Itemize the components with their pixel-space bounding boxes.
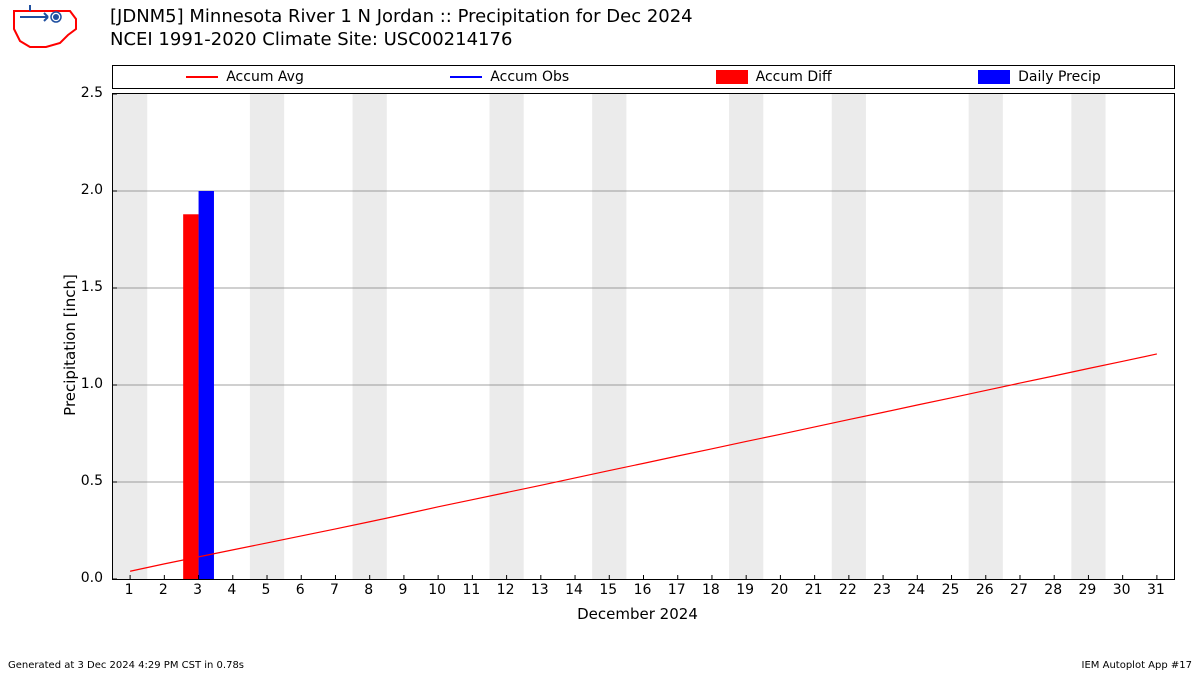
x-tick-label: 22	[839, 582, 857, 598]
x-tick-label: 11	[462, 582, 480, 598]
x-tick-label: 25	[942, 582, 960, 598]
legend-label: Accum Diff	[756, 69, 832, 85]
x-tick-label: 24	[907, 582, 925, 598]
x-tick-label: 2	[159, 582, 168, 598]
x-tick-label: 7	[330, 582, 339, 598]
footer-generated-text: Generated at 3 Dec 2024 4:29 PM CST in 0…	[8, 660, 244, 671]
x-tick-label: 26	[976, 582, 994, 598]
x-tick-label: 14	[565, 582, 583, 598]
y-tick-label: 2.0	[73, 182, 103, 198]
x-tick-label: 31	[1147, 582, 1165, 598]
legend-swatch	[186, 76, 218, 78]
y-axis-label: Precipitation [inch]	[61, 274, 79, 416]
x-axis-label: December 2024	[577, 605, 698, 623]
x-tick-label: 4	[227, 582, 236, 598]
x-tick-label: 20	[770, 582, 788, 598]
x-tick-label: 1	[125, 582, 134, 598]
x-tick-label: 15	[599, 582, 617, 598]
legend-item: Daily Precip	[978, 69, 1101, 85]
y-tick-label: 2.5	[73, 85, 103, 101]
x-tick-label: 30	[1113, 582, 1131, 598]
legend-swatch	[450, 76, 482, 78]
legend-label: Accum Avg	[226, 69, 304, 85]
legend-swatch	[978, 70, 1010, 84]
plot-area	[112, 93, 1175, 580]
footer-app-text: IEM Autoplot App #17	[1082, 660, 1192, 671]
y-tick-label: 0.5	[73, 473, 103, 489]
legend-swatch	[716, 70, 748, 84]
legend-label: Accum Obs	[490, 69, 569, 85]
chart-title-block: [JDNM5] Minnesota River 1 N Jordan :: Pr…	[110, 6, 693, 51]
legend-item: Accum Obs	[450, 69, 569, 85]
x-tick-label: 9	[398, 582, 407, 598]
x-tick-label: 8	[364, 582, 373, 598]
x-tick-label: 28	[1044, 582, 1062, 598]
chart-title-line2: NCEI 1991-2020 Climate Site: USC00214176	[110, 29, 693, 52]
x-tick-label: 12	[497, 582, 515, 598]
x-tick-label: 29	[1079, 582, 1097, 598]
x-tick-label: 17	[668, 582, 686, 598]
x-tick-label: 5	[262, 582, 271, 598]
iem-logo	[8, 5, 88, 57]
legend-label: Daily Precip	[1018, 69, 1101, 85]
y-tick-label: 0.0	[73, 570, 103, 586]
y-tick-label: 1.5	[73, 279, 103, 295]
x-tick-label: 23	[873, 582, 891, 598]
chart-legend: Accum Avg Accum Obs Accum Diff Daily Precip	[112, 65, 1175, 89]
x-tick-label: 16	[634, 582, 652, 598]
x-tick-label: 3	[193, 582, 202, 598]
legend-item: Accum Diff	[716, 69, 832, 85]
chart-title-line1: [JDNM5] Minnesota River 1 N Jordan :: Pr…	[110, 6, 693, 29]
x-tick-label: 18	[702, 582, 720, 598]
x-tick-label: 6	[296, 582, 305, 598]
x-tick-label: 13	[531, 582, 549, 598]
x-tick-label: 19	[736, 582, 754, 598]
legend-item: Accum Avg	[186, 69, 304, 85]
chart-area: Accum Avg Accum Obs Accum Diff Daily Precip…	[100, 65, 1175, 625]
x-tick-label: 27	[1010, 582, 1028, 598]
x-tick-label: 21	[805, 582, 823, 598]
y-tick-label: 1.0	[73, 376, 103, 392]
x-tick-label: 10	[428, 582, 446, 598]
